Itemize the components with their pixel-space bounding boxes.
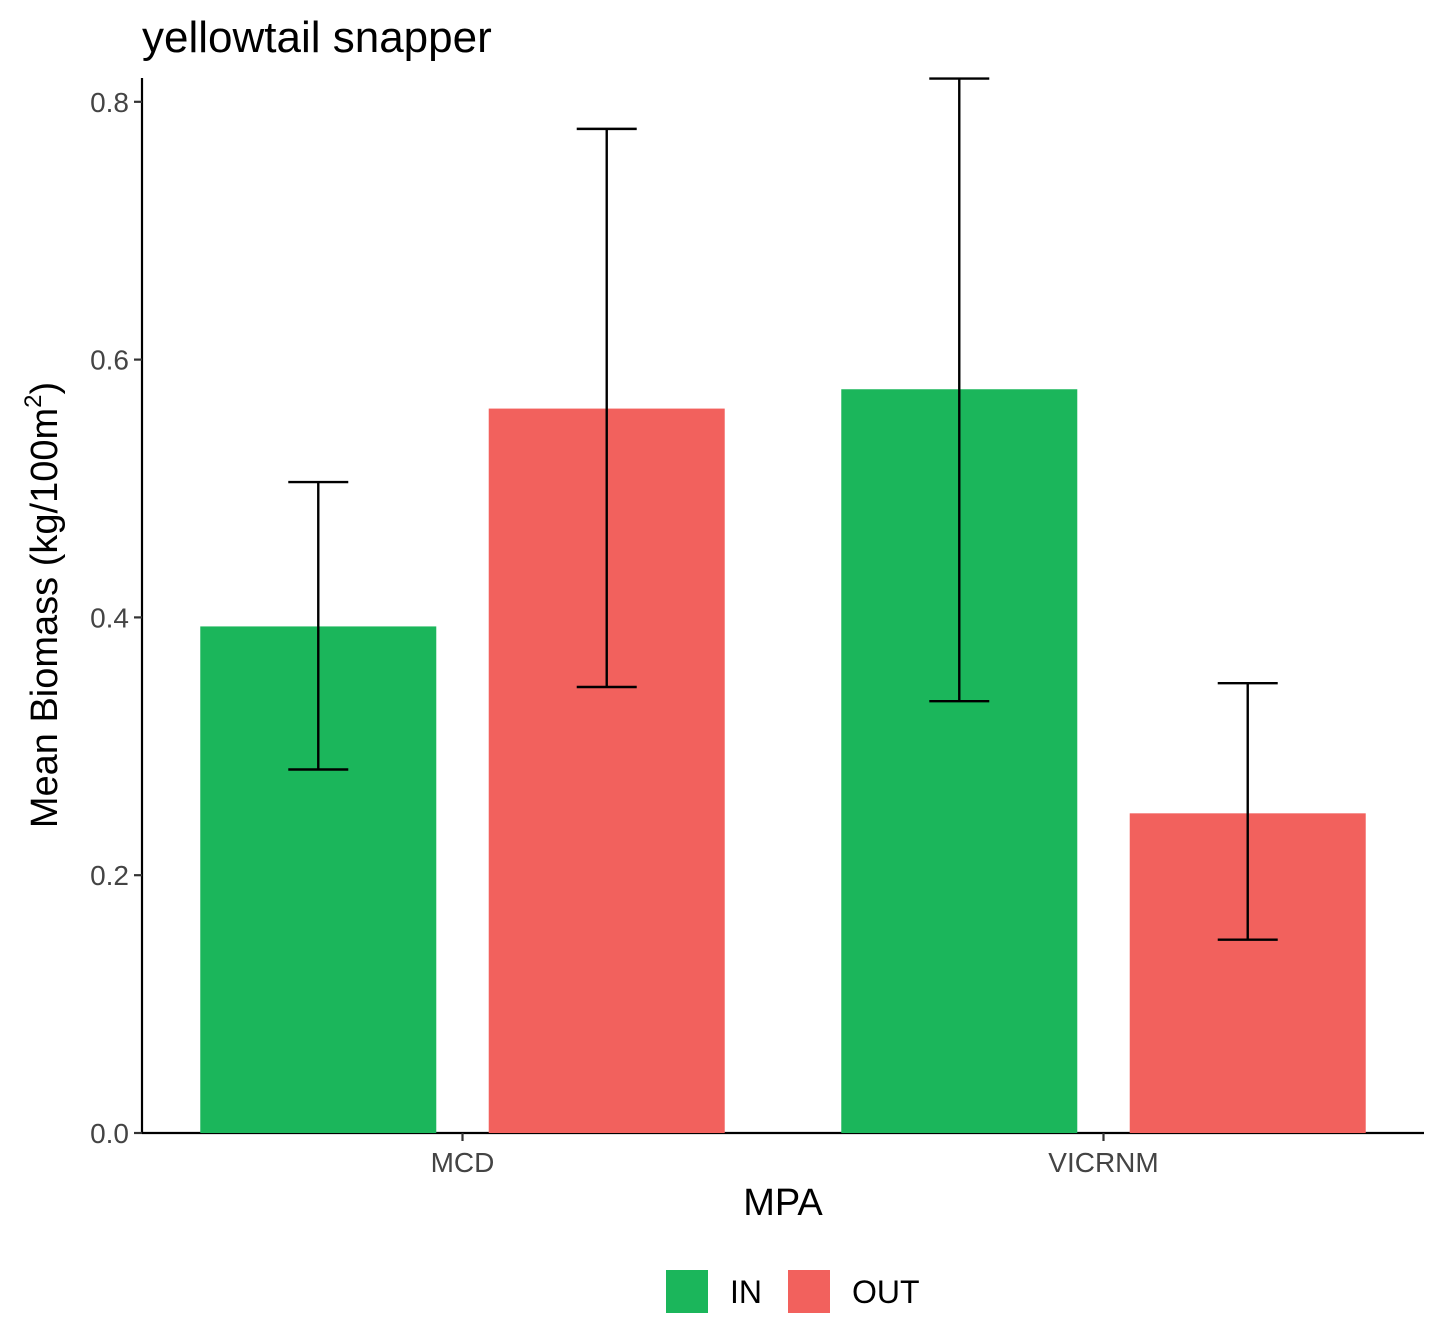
error-bar-in-vicrnm: [929, 77, 990, 703]
legend-swatch: [788, 1270, 830, 1313]
error-bars: [288, 77, 1278, 941]
x-tick-label: VICRNM: [1048, 1147, 1158, 1178]
legend-label: OUT: [852, 1274, 920, 1310]
error-bar-out-vicrnm: [1217, 681, 1278, 941]
y-axis-title-close: ): [24, 382, 66, 395]
y-tick-label: 0.8: [90, 87, 129, 118]
error-bar-out-mcd: [576, 127, 637, 689]
legend-item-in: IN: [666, 1270, 762, 1313]
legend: IN OUT: [666, 1270, 920, 1313]
x-axis-title: MPA: [743, 1182, 823, 1224]
y-tick-label: 0.6: [90, 345, 129, 376]
y-tick-label: 0.0: [90, 1118, 129, 1149]
x-tick-label: MCD: [431, 1147, 495, 1178]
legend-label: IN: [730, 1274, 762, 1310]
bars: [200, 389, 1366, 1133]
y-tick-label: 0.2: [90, 860, 129, 891]
y-ticks: 0.0 0.2 0.4 0.6 0.8: [90, 87, 142, 1149]
x-ticks: MCD VICRNM: [431, 1133, 1159, 1178]
y-axis-title: Mean Biomass (kg/100m2): [20, 382, 66, 828]
chart-title: yellowtail snapper: [142, 13, 492, 62]
legend-swatch: [666, 1270, 708, 1313]
error-bar-in-mcd: [288, 480, 349, 771]
legend-item-out: OUT: [788, 1270, 920, 1313]
y-tick-label: 0.4: [90, 602, 129, 633]
y-axis-title-superscript: 2: [20, 395, 47, 408]
y-axis-title-main: Mean Biomass (kg/100m: [24, 408, 66, 828]
